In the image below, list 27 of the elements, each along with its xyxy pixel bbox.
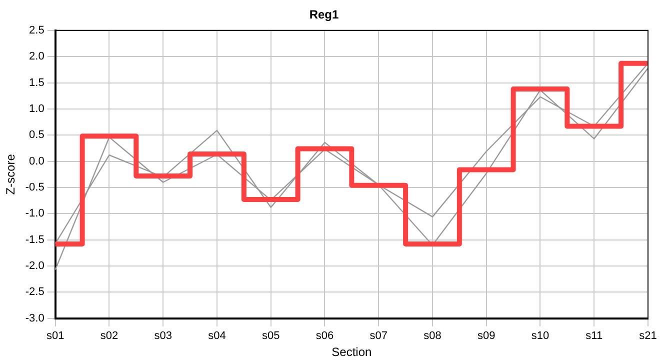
y-tick-label: -3.0 xyxy=(25,312,44,324)
x-tick-label: s07 xyxy=(370,330,388,342)
y-tick-label: 1.5 xyxy=(29,76,44,89)
x-axis-title: Section xyxy=(332,345,372,360)
x-tick-label: s06 xyxy=(316,330,334,342)
x-tick-label: s05 xyxy=(262,330,280,342)
x-tick-label: s21 xyxy=(639,330,657,342)
y-tick-label: 0.5 xyxy=(29,129,44,142)
y-tick-label: -2.0 xyxy=(25,260,44,272)
x-tick-label: s01 xyxy=(46,330,64,342)
y-axis-title: Z-score xyxy=(4,154,18,195)
y-tick-label: 2.0 xyxy=(29,50,44,63)
y-tick-label: 0.0 xyxy=(29,155,44,168)
y-tick-label: -1.5 xyxy=(25,234,44,246)
y-tick-label: -0.5 xyxy=(25,182,44,194)
x-tick-label: s11 xyxy=(586,330,603,342)
chart-title: Reg1 xyxy=(309,8,339,22)
y-tick-label: -1.0 xyxy=(25,208,44,220)
x-tick-label: s02 xyxy=(100,330,118,342)
y-tick-label: -2.5 xyxy=(25,286,44,298)
x-tick-label: s09 xyxy=(477,330,496,342)
y-tick-label: 2.5 xyxy=(29,24,44,36)
y-tick-label: 1.0 xyxy=(29,102,44,115)
x-tick-label: s08 xyxy=(424,330,442,342)
x-tick-label: s04 xyxy=(208,330,226,342)
x-tick-label: s03 xyxy=(154,330,172,342)
x-tick-label: s10 xyxy=(531,330,550,342)
